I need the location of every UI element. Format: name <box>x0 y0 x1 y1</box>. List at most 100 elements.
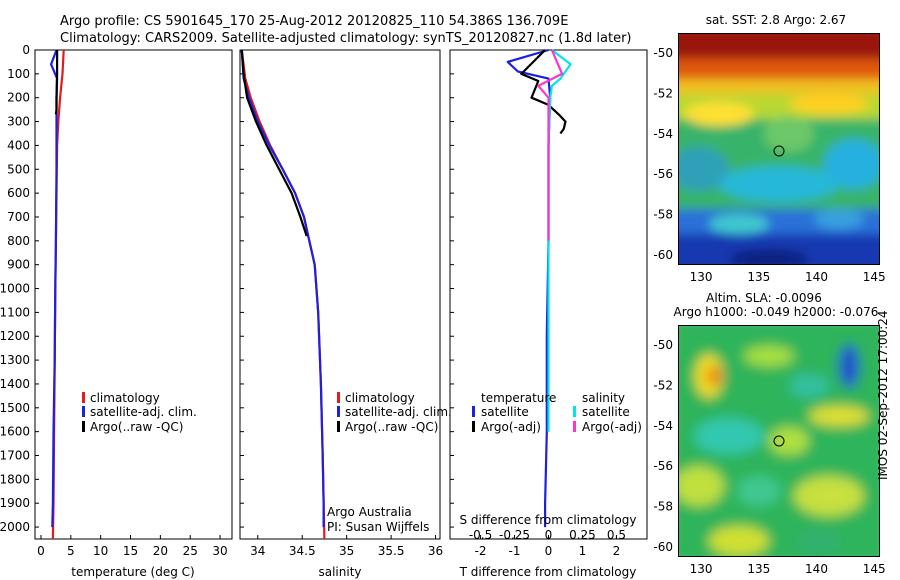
x-tick-label: 0 <box>37 544 45 558</box>
s-tick-label: 0.5 <box>607 528 626 542</box>
map-y-tick-label: -58 <box>653 208 673 222</box>
x-tick-label: -1 <box>509 544 521 558</box>
x-tick-label: 30 <box>212 544 227 558</box>
depth-tick-label: 1400 <box>0 377 30 391</box>
depth-tick-label: 1300 <box>0 353 30 367</box>
side-label: IMOS 02-Sep-2012 17:00:24 <box>876 310 890 480</box>
map-x-tick-label: 135 <box>747 270 770 284</box>
legend-label-climatology: climatology <box>345 391 415 405</box>
depth-tick-label: 1800 <box>0 472 30 486</box>
map-y-tick-label: -58 <box>653 500 673 514</box>
depth-tick-label: 600 <box>7 186 30 200</box>
legend-swatch-satellite <box>82 406 85 417</box>
depth-tick-label: 400 <box>7 138 30 152</box>
depth-tick-label: 1100 <box>0 305 30 319</box>
depth-tick-label: 500 <box>7 162 30 176</box>
legend-swatch-t-satellite <box>472 406 475 417</box>
s-tick-label: 0.25 <box>569 528 596 542</box>
series-line-argo-raw-qc- <box>240 49 308 237</box>
map-y-tick-label: -52 <box>653 87 673 101</box>
legend-label-argo: Argo(..raw -QC) <box>345 420 438 434</box>
profile-lines <box>49 48 572 540</box>
title-line-1: Argo profile: CS 5901645_170 25-Aug-2012… <box>60 14 569 29</box>
sla-map-title-1: Altim. SLA: -0.0096 <box>706 291 822 305</box>
legend-label-argo: Argo(..raw -QC) <box>90 420 183 434</box>
x-tick-label: 10 <box>93 544 108 558</box>
x-tick-label: 34 <box>250 544 265 558</box>
depth-tick-label: 200 <box>7 91 30 105</box>
map-x-tick-label: 140 <box>805 270 828 284</box>
map-y-tick-label: -50 <box>653 338 673 352</box>
legend-label-satellite: satellite-adj. clim. <box>345 405 452 419</box>
x-tick-label: -2 <box>475 544 487 558</box>
x-tick-label: 1 <box>579 544 587 558</box>
temp-xlabel: temperature (deg C) <box>71 565 194 579</box>
series-line-climatology <box>240 49 326 540</box>
series-line-satellite-adj-clim- <box>240 49 325 528</box>
temp-x-ticks: 0 5 10 15 20 25 30 <box>37 535 228 558</box>
x-tick-label: 2 <box>613 544 621 558</box>
sst-map-field <box>679 34 879 264</box>
map-y-tick-label: -56 <box>653 167 673 181</box>
diff-top-xlabel: S difference from climatology <box>460 513 637 527</box>
x-tick-label: 36 <box>428 544 443 558</box>
diff-x-ticks: -2 -1 0 1 2 -0.5 -0.25 0 0.25 0.5 <box>469 528 626 558</box>
legend-swatch-satellite <box>337 406 340 417</box>
depth-tick-label: 300 <box>7 115 30 129</box>
map-y-tick-label: -50 <box>653 46 673 60</box>
sal-legend: climatology satellite-adj. clim. Argo(..… <box>327 391 452 534</box>
series-line-satellite-adj-clim- <box>49 49 59 528</box>
series-line-temperature-satellite <box>506 48 552 528</box>
sal-note-1: Argo Australia <box>327 505 412 519</box>
sla-map-title-2: Argo h1000: -0.049 h2000: -0.076 <box>674 305 879 319</box>
map-y-tick-label: -54 <box>653 127 673 141</box>
legend-swatch-argo <box>82 421 85 432</box>
depth-tick-label: 900 <box>7 258 30 272</box>
x-tick-label: 5 <box>67 544 75 558</box>
title-line-2: Climatology: CARS2009. Satellite-adjuste… <box>60 31 632 46</box>
x-tick-label: 0 <box>545 544 553 558</box>
legend-swatch-argo <box>337 421 340 432</box>
sal-axes <box>239 49 441 540</box>
legend-label-t-argo: Argo(-adj) <box>481 420 541 434</box>
map-y-tick-label: -56 <box>653 459 673 473</box>
map-x-tick-label: 130 <box>690 270 713 284</box>
sst-map <box>678 33 880 265</box>
x-tick-label: 20 <box>153 544 168 558</box>
depth-tick-label: 700 <box>7 210 30 224</box>
x-tick-label: 34.5 <box>289 544 316 558</box>
sal-x-ticks: 34 34.5 35 35.5 36 <box>250 535 443 558</box>
depth-tick-label: 1200 <box>0 329 30 343</box>
depth-tick-label: 100 <box>7 67 30 81</box>
map-axis-ticks: -50 -52 -54 -56 -58 -60 130 135 140 145 -50 -52 -54 -… <box>653 46 885 576</box>
map-y-tick-label: -60 <box>653 248 673 262</box>
s-tick-label: -0.25 <box>499 528 530 542</box>
depth-tick-label: 2000 <box>0 520 30 534</box>
depth-tick-label: 0 <box>22 43 30 57</box>
s-tick-label: -0.5 <box>469 528 492 542</box>
legend-label-s-satellite: satellite <box>582 405 630 419</box>
x-tick-label: 35.5 <box>378 544 405 558</box>
series-line-salinity-satellite <box>547 49 572 432</box>
depth-tick-label: 1500 <box>0 401 30 415</box>
legend-swatch-s-satellite <box>573 406 576 417</box>
temp-axes <box>34 49 233 540</box>
sla-map <box>678 325 880 557</box>
legend-label-climatology: climatology <box>90 391 160 405</box>
map-x-tick-label: 130 <box>690 562 713 576</box>
legend-swatch-t-argo <box>472 421 475 432</box>
legend-title-temperature: temperature <box>481 391 556 405</box>
depth-tick-label: 800 <box>7 234 30 248</box>
series-line-argo-raw-qc- <box>54 50 59 115</box>
map-x-tick-label: 135 <box>747 562 770 576</box>
legend-label-t-satellite: satellite <box>481 405 529 419</box>
sal-note-2: PI: Susan Wijffels <box>327 520 429 534</box>
argo-position-marker <box>773 435 785 447</box>
s-tick-label: 0 <box>545 528 553 542</box>
map-x-tick-label: 140 <box>805 562 828 576</box>
sal-xlabel: salinity <box>318 565 361 579</box>
series-line-salinity-argo-adj- <box>537 49 564 241</box>
depth-tick-label: 1600 <box>0 425 30 439</box>
x-tick-label: 15 <box>123 544 138 558</box>
